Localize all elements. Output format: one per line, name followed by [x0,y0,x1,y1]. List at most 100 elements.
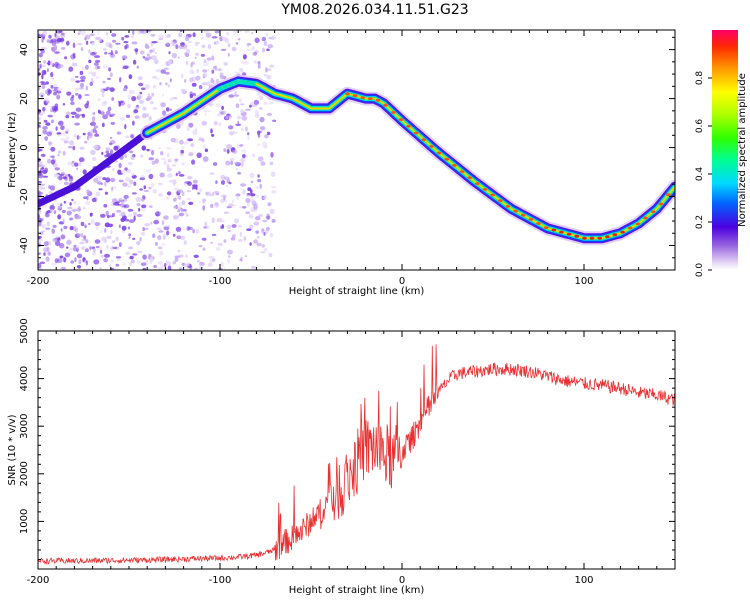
heatmap-ridge-peak [383,103,388,107]
heatmap-noise-speckle [129,150,134,154]
heatmap-noise-speckle [132,59,137,65]
heatmap-noise-speckle [207,69,211,72]
heatmap-noise-speckle [186,197,192,201]
heatmap-noise-speckle [244,30,250,34]
heatmap-noise-speckle [63,140,68,144]
heatmap-noise-speckle [154,158,159,164]
heatmap-noise-speckle [92,144,99,150]
heatmap-noise-speckle [243,60,249,65]
heatmap-noise-speckle [82,207,87,210]
heatmap-noise-speckle [167,84,170,88]
heatmap-noise-speckle [158,147,161,150]
heatmap-noise-speckle [140,87,146,91]
heatmap-noise-speckle [177,214,182,217]
heatmap-noise-speckle [57,258,63,263]
heatmap-noise-speckle [231,224,237,228]
heatmap-ridge-peak [528,218,534,221]
heatmap-noise-speckle [139,177,146,181]
heatmap-ridge-peak [421,138,427,142]
heatmap-noise-speckle [71,62,78,67]
heatmap-noise-speckle [136,203,141,207]
heatmap-noise-speckle [95,59,101,63]
heatmap-noise-speckle [202,156,209,162]
heatmap-noise-speckle [125,43,129,49]
heatmap-noise-speckle [66,210,72,216]
heatmap-noise-speckle [250,102,254,106]
heatmap-noise-speckle [148,148,152,153]
heatmap-noise-speckle [265,67,268,73]
heatmap-noise-speckle [116,131,122,135]
heatmap-noise-speckle [245,108,251,111]
heatmap-noise-speckle [123,194,129,199]
heatmap-noise-speckle [156,211,159,215]
colorbar-tick-label: 0.4 [695,167,705,182]
heatmap-noise-speckle [214,30,220,34]
heatmap-noise-speckle [80,234,85,237]
heatmap-noise-speckle [227,43,231,48]
heatmap-noise-speckle [71,198,74,202]
heatmap-noise-speckle [134,115,140,119]
heatmap-noise-speckle [265,33,269,36]
heatmap-noise-speckle [93,259,100,265]
heatmap-noise-speckle [86,195,89,201]
heatmap-noise-speckle [151,92,155,97]
heatmap-noise-speckle [100,249,102,254]
heatmap-noise-speckle [85,260,88,266]
heatmap-noise-speckle [60,203,63,207]
heatmap-noise-speckle [215,246,221,251]
heatmap-ridge-peak [475,182,480,186]
heatmap-noise-speckle [102,177,107,181]
chart-title: YM08.2026.034.11.51.G23 [281,2,469,18]
heatmap-noise-speckle [38,34,41,37]
heatmap-noise-speckle [192,228,196,234]
heatmap-noise-speckle [103,88,109,91]
heatmap-noise-speckle [256,236,260,239]
heatmap-noise-speckle [127,94,132,99]
heatmap-noise-speckle [203,110,208,113]
heatmap-noise-speckle [106,110,111,116]
heatmap-noise-speckle [91,71,97,77]
heatmap-noise-speckle [98,38,103,42]
heatmap-ridge-peak [490,193,495,197]
heatmap-noise-speckle [178,201,183,208]
heatmap-noise-speckle [142,106,147,111]
heatmap-noise-speckle [103,258,108,263]
heatmap-ridge-band-4 [145,79,675,240]
heatmap-noise-speckle [110,113,116,116]
heatmap-noise-speckle [177,171,181,175]
heatmap-noise-speckle [248,214,254,219]
heatmap-noise-speckle [60,266,67,270]
heatmap-noise-speckle [253,204,258,210]
heatmap-noise-speckle [138,82,144,87]
heatmap-noise-speckle [251,104,258,107]
heatmap-noise-speckle [179,207,183,210]
heatmap-noise-speckle [55,30,62,34]
heatmap-noise-speckle [242,206,247,209]
heatmap-noise-speckle [154,52,158,55]
heatmap-noise-speckle [69,217,73,221]
heatmap-noise-speckle [154,241,158,246]
heatmap-noise-speckle [267,44,274,49]
heatmap-ridge-peak [559,230,564,234]
heatmap-noise-speckle [41,167,45,170]
heatmap-noise-speckle [132,120,135,126]
heatmap-noise-speckle [98,110,101,114]
heatmap-noise-speckle [89,212,93,216]
heatmap-xtick-label: -200 [27,276,50,287]
heatmap-noise-speckle [104,154,110,158]
heatmap-noise-speckle [69,202,72,206]
heatmap-noise-speckle [159,251,164,256]
heatmap-ridge-peak [413,131,419,135]
heatmap-noise-speckle [191,159,196,165]
heatmap-noise-speckle [212,191,215,196]
heatmap-noise-speckle [50,71,54,78]
heatmap-ridge-peak [543,226,549,230]
heatmap-noise-speckle [223,266,226,269]
heatmap-noise-speckle [78,30,82,33]
heatmap-noise-speckle [49,155,55,158]
heatmap-noise-speckle [51,155,55,159]
heatmap-noise-speckle [138,207,141,212]
heatmap-noise-speckle [220,198,225,204]
heatmap-ridge-peak [520,213,526,217]
heatmap-noise-speckle [57,64,64,68]
